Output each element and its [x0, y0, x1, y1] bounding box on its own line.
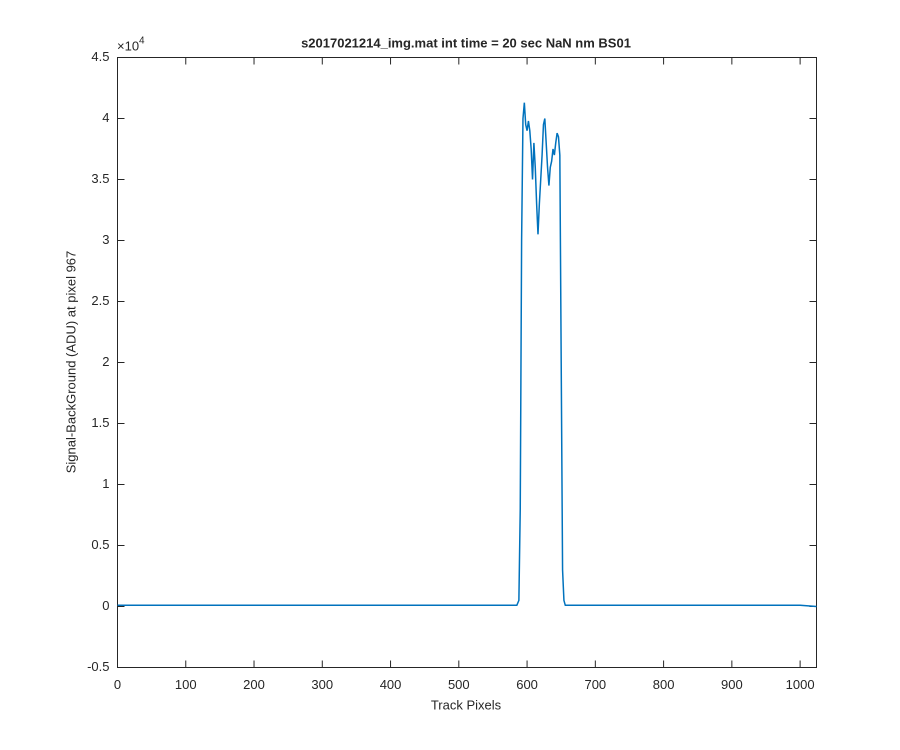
x-tick-label: 100	[175, 677, 197, 692]
chart-title: s2017021214_img.mat int time = 20 sec Na…	[301, 35, 631, 50]
y-tick-label: 1	[102, 476, 109, 491]
x-tick-label: 900	[721, 677, 743, 692]
x-tick-label: 500	[448, 677, 470, 692]
data-line	[117, 102, 817, 608]
plot-frame	[117, 57, 817, 668]
x-tick-label: 0	[114, 677, 121, 692]
x-tick-label: 300	[311, 677, 333, 692]
y-axis-label: Signal-BackGround (ADU) at pixel 967	[63, 251, 78, 474]
x-tick-label: 800	[653, 677, 675, 692]
y-tick-label: 0	[102, 598, 109, 613]
y-tick-label: 2.5	[91, 293, 109, 308]
y-tick-label: 3	[102, 232, 109, 247]
y-tick-label: 4	[102, 110, 109, 125]
y-tick-label: 0.5	[91, 537, 109, 552]
y-tick-label: -0.5	[87, 659, 109, 674]
x-tick-label: 400	[380, 677, 402, 692]
y-tick-label: 1.5	[91, 415, 109, 430]
y-exponent-base: ×10	[117, 38, 139, 53]
x-tick-label: 1000	[786, 677, 815, 692]
y-tick-label: 2	[102, 354, 109, 369]
y-tick-label: 3.5	[91, 171, 109, 186]
y-exponent-power: 4	[139, 36, 145, 47]
x-tick-label: 600	[516, 677, 538, 692]
x-axis-label: Track Pixels	[431, 697, 502, 712]
x-tick-label: 700	[584, 677, 606, 692]
y-tick-label: 4.5	[91, 49, 109, 64]
x-tick-label: 200	[243, 677, 265, 692]
